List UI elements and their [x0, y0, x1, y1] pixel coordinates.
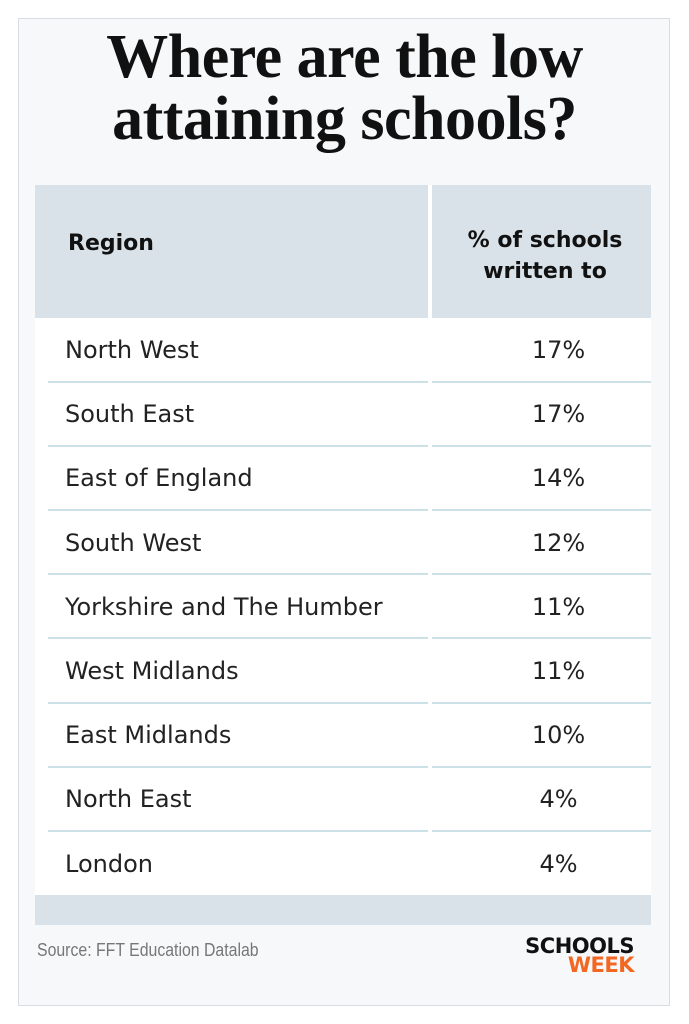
table-header: Region % of schools written to [35, 185, 651, 318]
table-row: North East 4% [35, 767, 651, 832]
table-row: South West 12% [35, 511, 651, 576]
table-row: East Midlands 10% [35, 703, 651, 768]
table-footer-band [35, 895, 651, 925]
region-cell: London [65, 849, 153, 878]
region-cell: South West [65, 528, 202, 557]
logo: SCHOOLS WEEK [525, 934, 635, 977]
percent-cell: 17% [531, 400, 586, 429]
logo-text: WEEK [567, 953, 635, 977]
percent-cell: 12% [531, 528, 586, 557]
region-cell: West Midlands [65, 657, 239, 685]
percent-cell: 11% [531, 592, 586, 621]
row-separator [48, 701, 651, 704]
table-row: West Midlands 11% [35, 639, 651, 704]
region-cell: East of England [65, 464, 253, 493]
title: Where are the low attaining schools? [106, 23, 583, 153]
percent-cell: 11% [531, 657, 586, 685]
row-separator [48, 444, 651, 447]
logo-text: SCHOOLS [525, 934, 634, 958]
table: Region % of schools written to North Wes… [35, 185, 651, 925]
table-row: Yorkshire and The Humber 11% [35, 575, 651, 640]
percent-cell: 17% [531, 336, 586, 364]
table-row: North West 17% [35, 318, 651, 383]
percent-cell: 4% [539, 785, 578, 814]
source: Source: FFT Education Datalab [37, 940, 259, 960]
column-header: Region [68, 231, 154, 256]
region-cell: South East [65, 400, 195, 429]
percent-cell: 14% [531, 464, 586, 493]
row-separator [48, 829, 651, 832]
region-cell: Yorkshire and The Humber [65, 592, 383, 621]
region-cell: North West [65, 336, 199, 364]
row-separator [48, 573, 651, 576]
column-divider [428, 185, 432, 895]
row-separator [48, 508, 651, 511]
table-row: South East 17% [35, 382, 651, 447]
row-separator [48, 380, 651, 383]
row-separator [48, 765, 651, 768]
percent-cell: 10% [531, 721, 586, 750]
table-row: London 4% [35, 832, 651, 897]
region-cell: East Midlands [65, 721, 232, 750]
region-cell: North East [65, 785, 192, 814]
percent-cell: 4% [539, 849, 578, 878]
table-row: East of England 14% [35, 446, 651, 511]
column-header: % of schools written to [467, 228, 623, 284]
row-separator [48, 637, 651, 640]
